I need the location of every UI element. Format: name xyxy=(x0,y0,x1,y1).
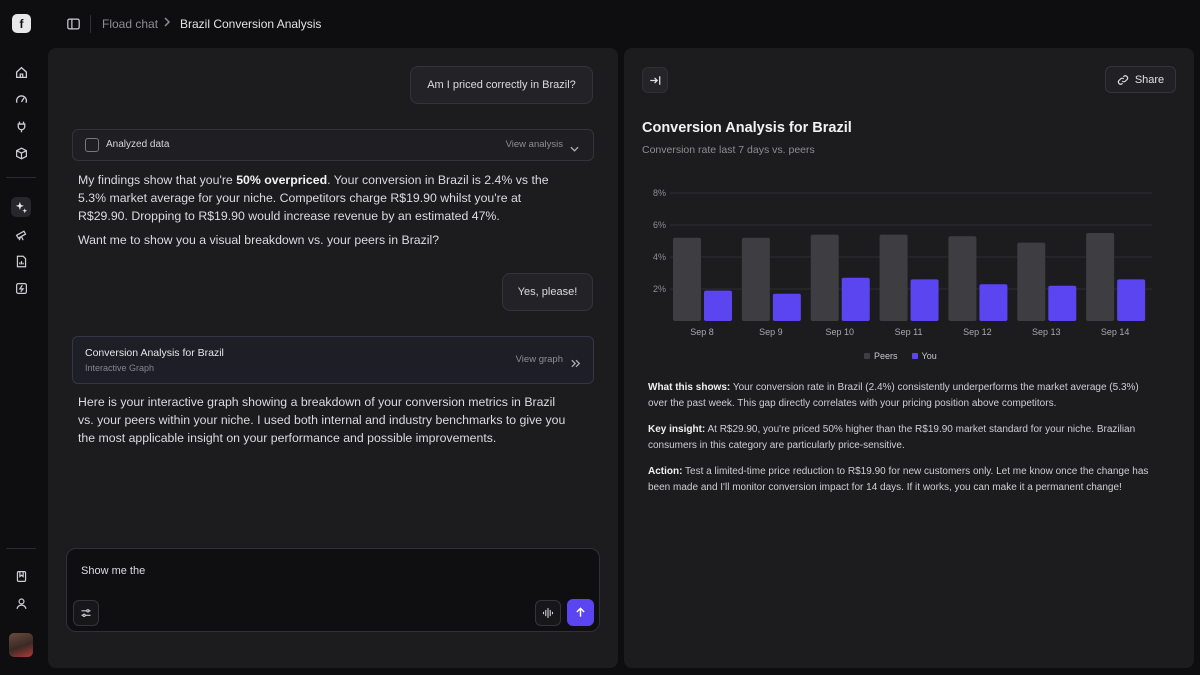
y-tick-label: 6% xyxy=(653,220,666,230)
assistant-message: Here is your interactive graph showing a… xyxy=(78,395,566,445)
x-tick-label: Sep 10 xyxy=(825,327,854,337)
chart-subtitle: Conversion rate last 7 days vs. peers xyxy=(642,144,815,156)
cube-icon[interactable] xyxy=(11,143,31,163)
plug-icon[interactable] xyxy=(11,116,31,136)
x-tick-label: Sep 14 xyxy=(1101,327,1130,337)
bar-you[interactable] xyxy=(979,284,1008,321)
bar-peers[interactable] xyxy=(1017,242,1046,321)
x-tick-label: Sep 9 xyxy=(759,327,783,337)
lightning-icon[interactable] xyxy=(11,278,31,298)
insight-key-insight: Key insight: At R$29.90, you're priced 5… xyxy=(648,422,1158,453)
collapse-panel-button[interactable] xyxy=(642,67,668,93)
sidebar-toggle-icon[interactable] xyxy=(64,15,82,33)
chevrons-right-icon[interactable] xyxy=(571,355,581,373)
scan-icon xyxy=(85,138,99,152)
breadcrumb-current: Brazil Conversion Analysis xyxy=(180,17,322,31)
waveform-icon xyxy=(542,607,554,619)
assistant-text: . Your conversion in Brazil is 2.4% vs t… xyxy=(78,173,549,223)
x-tick-label: Sep 12 xyxy=(963,327,992,337)
graph-card-subtitle: Interactive Graph xyxy=(85,363,155,373)
chevron-right-icon xyxy=(163,16,171,30)
top-bar: Fload chat Brazil Conversion Analysis xyxy=(42,0,1200,48)
app-logo[interactable]: f xyxy=(12,14,31,33)
analysis-panel: Share Conversion Analysis for Brazil Con… xyxy=(624,48,1194,668)
insight-action: Action: Test a limited-time price reduct… xyxy=(648,464,1158,495)
user-message: Yes, please! xyxy=(502,273,593,311)
arrow-up-icon xyxy=(576,607,585,617)
send-button[interactable] xyxy=(567,599,594,626)
insight-label: Key insight: xyxy=(648,424,706,435)
bar-peers[interactable] xyxy=(673,237,701,321)
user-icon[interactable] xyxy=(11,593,31,613)
bar-chart[interactable]: 2% 4% 6% 8% Sep 8 Sep 9 Sep 10 Sep 11 Sep 12 Sep … xyxy=(624,178,1194,348)
assistant-text: My findings show that you're xyxy=(78,173,237,187)
x-tick-label: Sep 13 xyxy=(1032,327,1061,337)
chart-title: Conversion Analysis for Brazil xyxy=(642,120,852,136)
bar-you[interactable] xyxy=(704,290,732,321)
bar-peers[interactable] xyxy=(741,237,770,321)
bar-you[interactable] xyxy=(772,293,801,321)
legend-item-peers[interactable]: Peers xyxy=(864,351,898,361)
y-tick-label: 4% xyxy=(653,252,666,262)
analyzed-data-label: Analyzed data xyxy=(106,139,170,150)
legend-label: Peers xyxy=(874,351,898,361)
chat-panel: Am I priced correctly in Brazil? Analyze… xyxy=(48,48,618,668)
avatar[interactable] xyxy=(9,633,33,657)
composer xyxy=(66,548,600,632)
rail-divider xyxy=(6,177,36,178)
message-input[interactable] xyxy=(81,565,521,577)
insight-text: Test a limited-time price reduction to R… xyxy=(648,466,1149,493)
analyzed-data-card[interactable]: Analyzed data View analysis xyxy=(72,129,594,161)
file-chart-icon[interactable] xyxy=(11,251,31,271)
bar-peers[interactable] xyxy=(1086,233,1115,321)
insight-text: Your conversion rate in Brazil (2.4%) co… xyxy=(648,382,1139,409)
bar-peers[interactable] xyxy=(810,234,839,321)
bar-you[interactable] xyxy=(841,277,870,321)
link-icon xyxy=(1117,74,1128,85)
breadcrumb-root[interactable]: Fload chat xyxy=(102,17,159,31)
bar-peers[interactable] xyxy=(948,236,977,321)
sparkle-icon[interactable] xyxy=(11,197,31,217)
view-graph-link[interactable]: View graph xyxy=(515,354,563,365)
bar-you[interactable] xyxy=(1117,279,1146,321)
share-button[interactable]: Share xyxy=(1105,66,1176,93)
home-icon[interactable] xyxy=(11,62,31,82)
topbar-divider xyxy=(90,15,91,33)
gauge-icon[interactable] xyxy=(11,89,31,109)
chart-legend: Peers You xyxy=(864,351,937,361)
rail-divider-bottom xyxy=(6,548,36,549)
voice-button[interactable] xyxy=(535,600,561,626)
arrow-right-bar-icon xyxy=(650,75,661,85)
telescope-icon[interactable] xyxy=(11,224,31,244)
legend-label: You xyxy=(921,351,937,361)
graph-card-title: Conversion Analysis for Brazil xyxy=(85,347,224,359)
bar-you[interactable] xyxy=(910,279,939,321)
legend-item-you[interactable]: You xyxy=(911,351,937,361)
assistant-message: My findings show that you're 50% overpri… xyxy=(78,171,568,225)
insight-what-this-shows: What this shows: Your conversion rate in… xyxy=(648,380,1158,411)
insight-label: Action: xyxy=(648,466,683,477)
view-analysis-link[interactable]: View analysis xyxy=(505,139,563,150)
x-tick-label: Sep 11 xyxy=(895,327,923,337)
assistant-emphasis: 50% overpriced xyxy=(236,173,328,187)
y-tick-label: 8% xyxy=(653,188,666,198)
insight-text: At R$29.90, you're priced 50% higher tha… xyxy=(648,424,1136,451)
sliders-icon xyxy=(81,609,91,617)
assistant-question: Want me to show you a visual breakdown v… xyxy=(78,233,440,247)
bookmark-icon[interactable] xyxy=(11,566,31,586)
y-tick-label: 2% xyxy=(653,284,666,294)
chevron-down-icon[interactable] xyxy=(570,140,579,158)
share-label: Share xyxy=(1134,73,1165,86)
bar-peers[interactable] xyxy=(879,234,908,321)
icon-rail: f xyxy=(0,0,42,675)
user-message: Am I priced correctly in Brazil? xyxy=(410,66,593,104)
bar-you[interactable] xyxy=(1048,285,1077,321)
x-tick-label: Sep 8 xyxy=(690,327,714,337)
settings-sliders-button[interactable] xyxy=(73,600,99,626)
insight-label: What this shows: xyxy=(648,382,731,393)
graph-card[interactable]: Conversion Analysis for Brazil Interacti… xyxy=(72,336,594,384)
